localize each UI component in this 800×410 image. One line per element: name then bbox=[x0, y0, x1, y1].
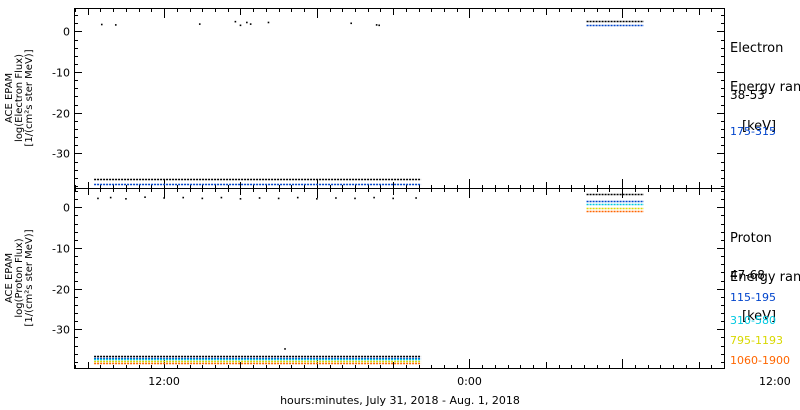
outlier-point-1-0-17 bbox=[415, 197, 417, 199]
y-tick-label: 0 bbox=[63, 202, 70, 215]
outlier-point-0-0-1 bbox=[114, 24, 117, 26]
data-layer bbox=[94, 20, 644, 365]
y-tick-label: 0 bbox=[63, 26, 70, 39]
outlier-point-1-0-11 bbox=[296, 196, 299, 199]
outlier-point-1-0-9 bbox=[258, 197, 261, 199]
outlier-point-1-0-8 bbox=[239, 198, 242, 200]
proton-legend-entry-5: 1060-1900 bbox=[730, 354, 790, 367]
x-tick-label-1: 0:00 bbox=[457, 375, 482, 388]
outlier-point-1-0-18 bbox=[284, 348, 286, 350]
electron-legend-entry-1: 38-53 bbox=[730, 89, 765, 102]
proton-legend-entry-3: 310-580 bbox=[730, 314, 776, 327]
x-axis-title: hours:minutes, July 31, 2018 - Aug. 1, 2… bbox=[280, 394, 520, 407]
electron-legend-title-1: Electron bbox=[730, 41, 784, 56]
proton-legend-entry-1: 47-68 bbox=[730, 269, 765, 282]
outlier-point-0-0-2 bbox=[198, 23, 201, 25]
outlier-point-1-0-2 bbox=[125, 198, 127, 200]
electron-ylabel: ACE EPAM log(Electron Flux) [1/(cm²s ste… bbox=[4, 49, 35, 146]
outlier-point-0-0-9 bbox=[375, 24, 378, 26]
y-tick-label: -10 bbox=[52, 243, 70, 256]
outlier-point-0-0-4 bbox=[239, 24, 242, 27]
y-tick-label: -30 bbox=[52, 324, 70, 337]
proton-ylabel-line-1: ACE EPAM bbox=[4, 253, 15, 303]
electron-legend-entry-2: 175-315 bbox=[730, 125, 776, 138]
outlier-point-1-0-12 bbox=[316, 198, 318, 200]
outlier-point-0-0-6 bbox=[249, 23, 252, 25]
electron-ylabel-line-1: ACE EPAM bbox=[4, 73, 15, 123]
electron-ylabel-line-2: log(Electron Flux) bbox=[14, 54, 25, 142]
outlier-point-0-0-8 bbox=[350, 22, 352, 25]
x-tick-label-2: 12:00 bbox=[759, 375, 791, 388]
outlier-point-1-0-10 bbox=[277, 197, 280, 200]
y-tick-label: -20 bbox=[52, 284, 70, 297]
proton-ylabel-line-3: [1/(cm²s ster MeV)] bbox=[24, 229, 35, 326]
outlier-point-1-0-15 bbox=[373, 196, 375, 199]
outlier-point-1-0-13 bbox=[335, 197, 337, 199]
outlier-point-1-0-7 bbox=[220, 196, 223, 199]
y-tick-label: -10 bbox=[52, 67, 70, 80]
electron-legend-title-3: [keV] bbox=[742, 119, 777, 134]
outlier-point-1-0-6 bbox=[201, 197, 204, 200]
proton-legend-title-1: Proton bbox=[730, 231, 772, 246]
outlier-point-1-0-3 bbox=[144, 196, 146, 198]
proton-legend-entry-2: 115-195 bbox=[730, 291, 776, 304]
proton-legend: Proton Energy range [keV] bbox=[730, 206, 800, 336]
proton-panel-frame bbox=[74, 188, 725, 369]
outlier-point-0-0-5 bbox=[246, 21, 248, 24]
proton-ylabel-line-2: log(Proton Flux) bbox=[14, 238, 25, 317]
outlier-point-1-0-0 bbox=[97, 197, 99, 200]
proton-ylabel: ACE EPAM log(Proton Flux) [1/(cm²s ster … bbox=[4, 229, 35, 326]
proton-legend-entry-4: 795-1193 bbox=[730, 334, 783, 347]
electron-legend-title-2: Energy range bbox=[730, 80, 800, 95]
axes-layer: 0 -10 -20 -30 0 -10 -20 -30 bbox=[52, 9, 725, 368]
x-tick-labels: 12:00 0:00 12:00 bbox=[148, 375, 791, 388]
electron-panel-frame bbox=[74, 8, 725, 189]
y-tick-label: -30 bbox=[52, 148, 70, 161]
proton-legend-title-2: Energy range bbox=[730, 270, 800, 285]
outlier-point-0-0-7 bbox=[267, 21, 270, 24]
outlier-point-0-0-0 bbox=[100, 23, 103, 26]
outlier-point-1-0-1 bbox=[109, 196, 112, 199]
outlier-point-0-0-3 bbox=[234, 20, 237, 23]
y-tick-label: -20 bbox=[52, 108, 70, 121]
outlier-point-0-0-10 bbox=[378, 24, 380, 27]
outlier-point-1-0-4 bbox=[163, 197, 165, 199]
outlier-point-1-0-14 bbox=[354, 197, 356, 200]
x-tick-label-0: 12:00 bbox=[148, 375, 180, 388]
electron-ylabel-line-3: [1/(cm²s ster MeV)] bbox=[24, 49, 35, 146]
electron-legend: Electron Energy range [keV] bbox=[730, 16, 800, 146]
proton-legend-title-3: [keV] bbox=[742, 309, 777, 324]
outlier-point-1-0-16 bbox=[392, 197, 394, 200]
outlier-point-1-0-5 bbox=[182, 196, 185, 199]
